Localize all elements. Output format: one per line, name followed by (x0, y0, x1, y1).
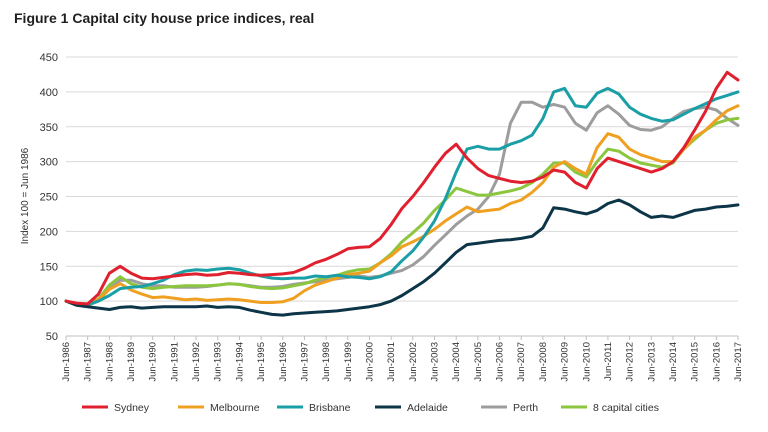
x-tick-label: Jun-1986 (61, 342, 72, 382)
series-line-melbourne (64, 104, 740, 306)
legend-label: 8 capital cities (593, 402, 659, 414)
x-tick-label: Jun-2002 (408, 342, 419, 382)
y-tick-label: 450 (40, 52, 58, 64)
x-tick-label: Jun-2005 (473, 342, 484, 382)
x-tick-label: Jun-2000 (364, 342, 375, 382)
series-line-adelaide (64, 198, 740, 317)
y-axis-label: Index 100 = Jun 1986 (20, 147, 31, 244)
x-tick-label: Jun-2014 (668, 342, 679, 382)
x-tick-label: Jun-1992 (191, 342, 202, 382)
x-tick-label: Jun-1998 (321, 342, 332, 382)
series-line-sydney (64, 70, 740, 306)
legend-label: Perth (513, 402, 538, 414)
series-line-perth (64, 100, 740, 307)
y-tick-label: 300 (40, 157, 58, 169)
x-tick-label: Jun-2013 (646, 342, 657, 382)
legend-label: Melbourne (210, 402, 260, 414)
y-tick-label: 200 (40, 226, 58, 238)
x-tick-label: Jun-1988 (104, 342, 115, 382)
y-tick-label: 250 (40, 192, 58, 204)
x-tick-label: Jun-2012 (625, 342, 636, 382)
legend-label: Sydney (114, 402, 150, 414)
x-tick-label: Jun-2011 (603, 342, 614, 381)
y-tick-label: 350 (40, 122, 58, 134)
x-tick-label: Jun-2004 (451, 342, 462, 382)
x-tick-label: Jun-2016 (711, 342, 722, 382)
x-tick-label: Jun-2001 (386, 342, 397, 382)
legend-label: Adelaide (407, 402, 448, 414)
x-tick-label: Jun-1995 (256, 342, 267, 382)
series-line-brisbane (64, 86, 740, 307)
x-tick-label: Jun-2009 (560, 342, 571, 382)
y-tick-label: 400 (40, 87, 58, 99)
legend-label: Brisbane (309, 402, 351, 414)
chart-title: Figure 1 Capital city house price indice… (14, 10, 315, 26)
x-tick-label: Jun-2010 (581, 342, 592, 382)
x-tick-label: Jun-1999 (343, 342, 354, 382)
x-tick-label: Jun-1996 (278, 342, 289, 382)
y-tick-label: 100 (40, 296, 58, 308)
x-tick-label: Jun-2007 (516, 342, 527, 382)
y-tick-label: 50 (46, 331, 58, 343)
x-tick-label: Jun-1989 (126, 342, 137, 382)
series-line-8-capital-cities (64, 116, 740, 307)
x-tick-label: Jun-1990 (148, 342, 159, 382)
x-tick-label: Jun-2017 (733, 342, 744, 382)
x-tick-label: Jun-1997 (299, 342, 310, 382)
y-tick-label: 150 (40, 261, 58, 273)
x-tick-label: Jun-2006 (495, 342, 506, 382)
x-tick-label: Jun-2003 (430, 342, 441, 382)
x-tick-label: Jun-1987 (83, 342, 94, 382)
x-tick-label: Jun-1994 (234, 342, 245, 382)
x-tick-label: Jun-1993 (213, 342, 224, 382)
x-tick-label: Jun-2008 (538, 342, 549, 382)
x-tick-label: Jun-2015 (690, 342, 701, 382)
x-tick-label: Jun-1991 (169, 342, 180, 382)
